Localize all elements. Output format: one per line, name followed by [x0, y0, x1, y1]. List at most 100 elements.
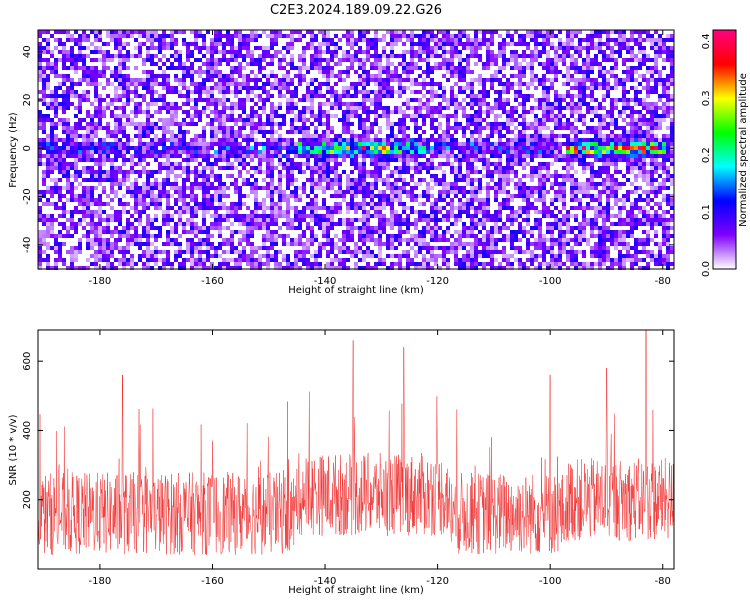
heatmap-cell: [646, 174, 650, 178]
heatmap-cell: [86, 134, 90, 138]
heatmap-cell: [142, 126, 146, 130]
heatmap-cell: [266, 74, 270, 78]
heatmap-cell: [326, 154, 330, 158]
heatmap-cell: [466, 46, 470, 50]
heatmap-cell: [546, 98, 550, 102]
heatmap-cell: [354, 190, 358, 194]
heatmap-cell: [254, 114, 258, 118]
heatmap-cell: [654, 38, 658, 42]
heatmap-cell: [218, 206, 222, 210]
heatmap-cell: [166, 90, 170, 94]
heatmap-cell: [666, 46, 670, 50]
heatmap-cell: [582, 82, 586, 86]
heatmap-cell: [54, 178, 58, 182]
heatmap-cell: [134, 38, 138, 42]
heatmap-cell: [470, 154, 474, 158]
heatmap-cell: [38, 150, 42, 154]
heatmap-cell: [446, 38, 450, 42]
heatmap-cell: [586, 46, 590, 50]
heatmap-cell: [514, 110, 518, 114]
heatmap-cell: [50, 162, 54, 166]
heatmap-cell: [510, 74, 514, 78]
heatmap-cell: [230, 38, 234, 42]
heatmap-cell: [594, 134, 598, 138]
heatmap-cell: [594, 126, 598, 130]
heatmap-cell: [274, 150, 278, 154]
heatmap-cell: [558, 54, 562, 58]
heatmap-cell: [310, 106, 314, 110]
heatmap-cell: [318, 54, 322, 58]
heatmap-cell: [378, 150, 382, 154]
heatmap-cell: [270, 58, 274, 62]
heatmap-cell: [298, 66, 302, 70]
heatmap-cell: [586, 94, 590, 98]
heatmap-cell: [366, 134, 370, 138]
heatmap-cell: [138, 130, 142, 134]
heatmap-cell: [426, 186, 430, 190]
heatmap-cell: [82, 150, 86, 154]
heatmap-cell: [638, 170, 642, 174]
heatmap-cell: [646, 70, 650, 74]
heatmap-cell: [302, 54, 306, 58]
heatmap-cell: [294, 150, 298, 154]
heatmap-cell: [158, 154, 162, 158]
heatmap-cell: [230, 130, 234, 134]
heatmap-cell: [218, 150, 222, 154]
heatmap-cell: [358, 190, 362, 194]
heatmap-cell: [106, 158, 110, 162]
heatmap-cell: [626, 170, 630, 174]
heatmap-cell: [506, 34, 510, 38]
heatmap-cell: [190, 198, 194, 202]
heatmap-cell: [542, 106, 546, 110]
heatmap-cell: [554, 74, 558, 78]
heatmap-cell: [270, 130, 274, 134]
heatmap-cell: [250, 186, 254, 190]
heatmap-cell: [150, 82, 154, 86]
heatmap-cell: [602, 94, 606, 98]
heatmap-cell: [114, 86, 118, 90]
heatmap-cell: [134, 94, 138, 98]
heatmap-cell: [414, 66, 418, 70]
heatmap-cell: [578, 78, 582, 82]
heatmap-cell: [618, 78, 622, 82]
heatmap-cell: [306, 130, 310, 134]
heatmap-cell: [146, 190, 150, 194]
heatmap-cell: [630, 130, 634, 134]
heatmap-cell: [154, 38, 158, 42]
heatmap-cell: [174, 58, 178, 62]
heatmap-cell: [126, 58, 130, 62]
heatmap-cell: [286, 170, 290, 174]
heatmap-cell: [490, 30, 494, 34]
heatmap-cell: [442, 194, 446, 198]
heatmap-cell: [54, 114, 58, 118]
heatmap-cell: [42, 146, 46, 150]
heatmap-cell: [666, 170, 670, 174]
heatmap-cell: [198, 82, 202, 86]
heatmap-cell: [474, 138, 478, 142]
heatmap-cell: [446, 182, 450, 186]
heatmap-cell: [54, 90, 58, 94]
heatmap-cell: [614, 142, 618, 146]
heatmap-cell: [586, 86, 590, 90]
heatmap-cell: [86, 186, 90, 190]
heatmap-cell: [278, 122, 282, 126]
heatmap-cell: [206, 194, 210, 198]
heatmap-cell: [294, 94, 298, 98]
heatmap-cell: [602, 74, 606, 78]
heatmap-cell: [578, 54, 582, 58]
heatmap-cell: [126, 174, 130, 178]
heatmap-cell: [290, 78, 294, 82]
heatmap-cell: [318, 42, 322, 46]
heatmap-cell: [658, 138, 662, 142]
heatmap-cell: [646, 30, 650, 34]
heatmap-cell: [278, 142, 282, 146]
heatmap-cell: [206, 50, 210, 54]
heatmap-cell: [214, 138, 218, 142]
heatmap-cell: [590, 174, 594, 178]
heatmap-cell: [318, 30, 322, 34]
heatmap-cell: [326, 70, 330, 74]
heatmap-cell: [150, 142, 154, 146]
heatmap-cell: [614, 78, 618, 82]
heatmap-cell: [290, 178, 294, 182]
heatmap-cell: [486, 50, 490, 54]
